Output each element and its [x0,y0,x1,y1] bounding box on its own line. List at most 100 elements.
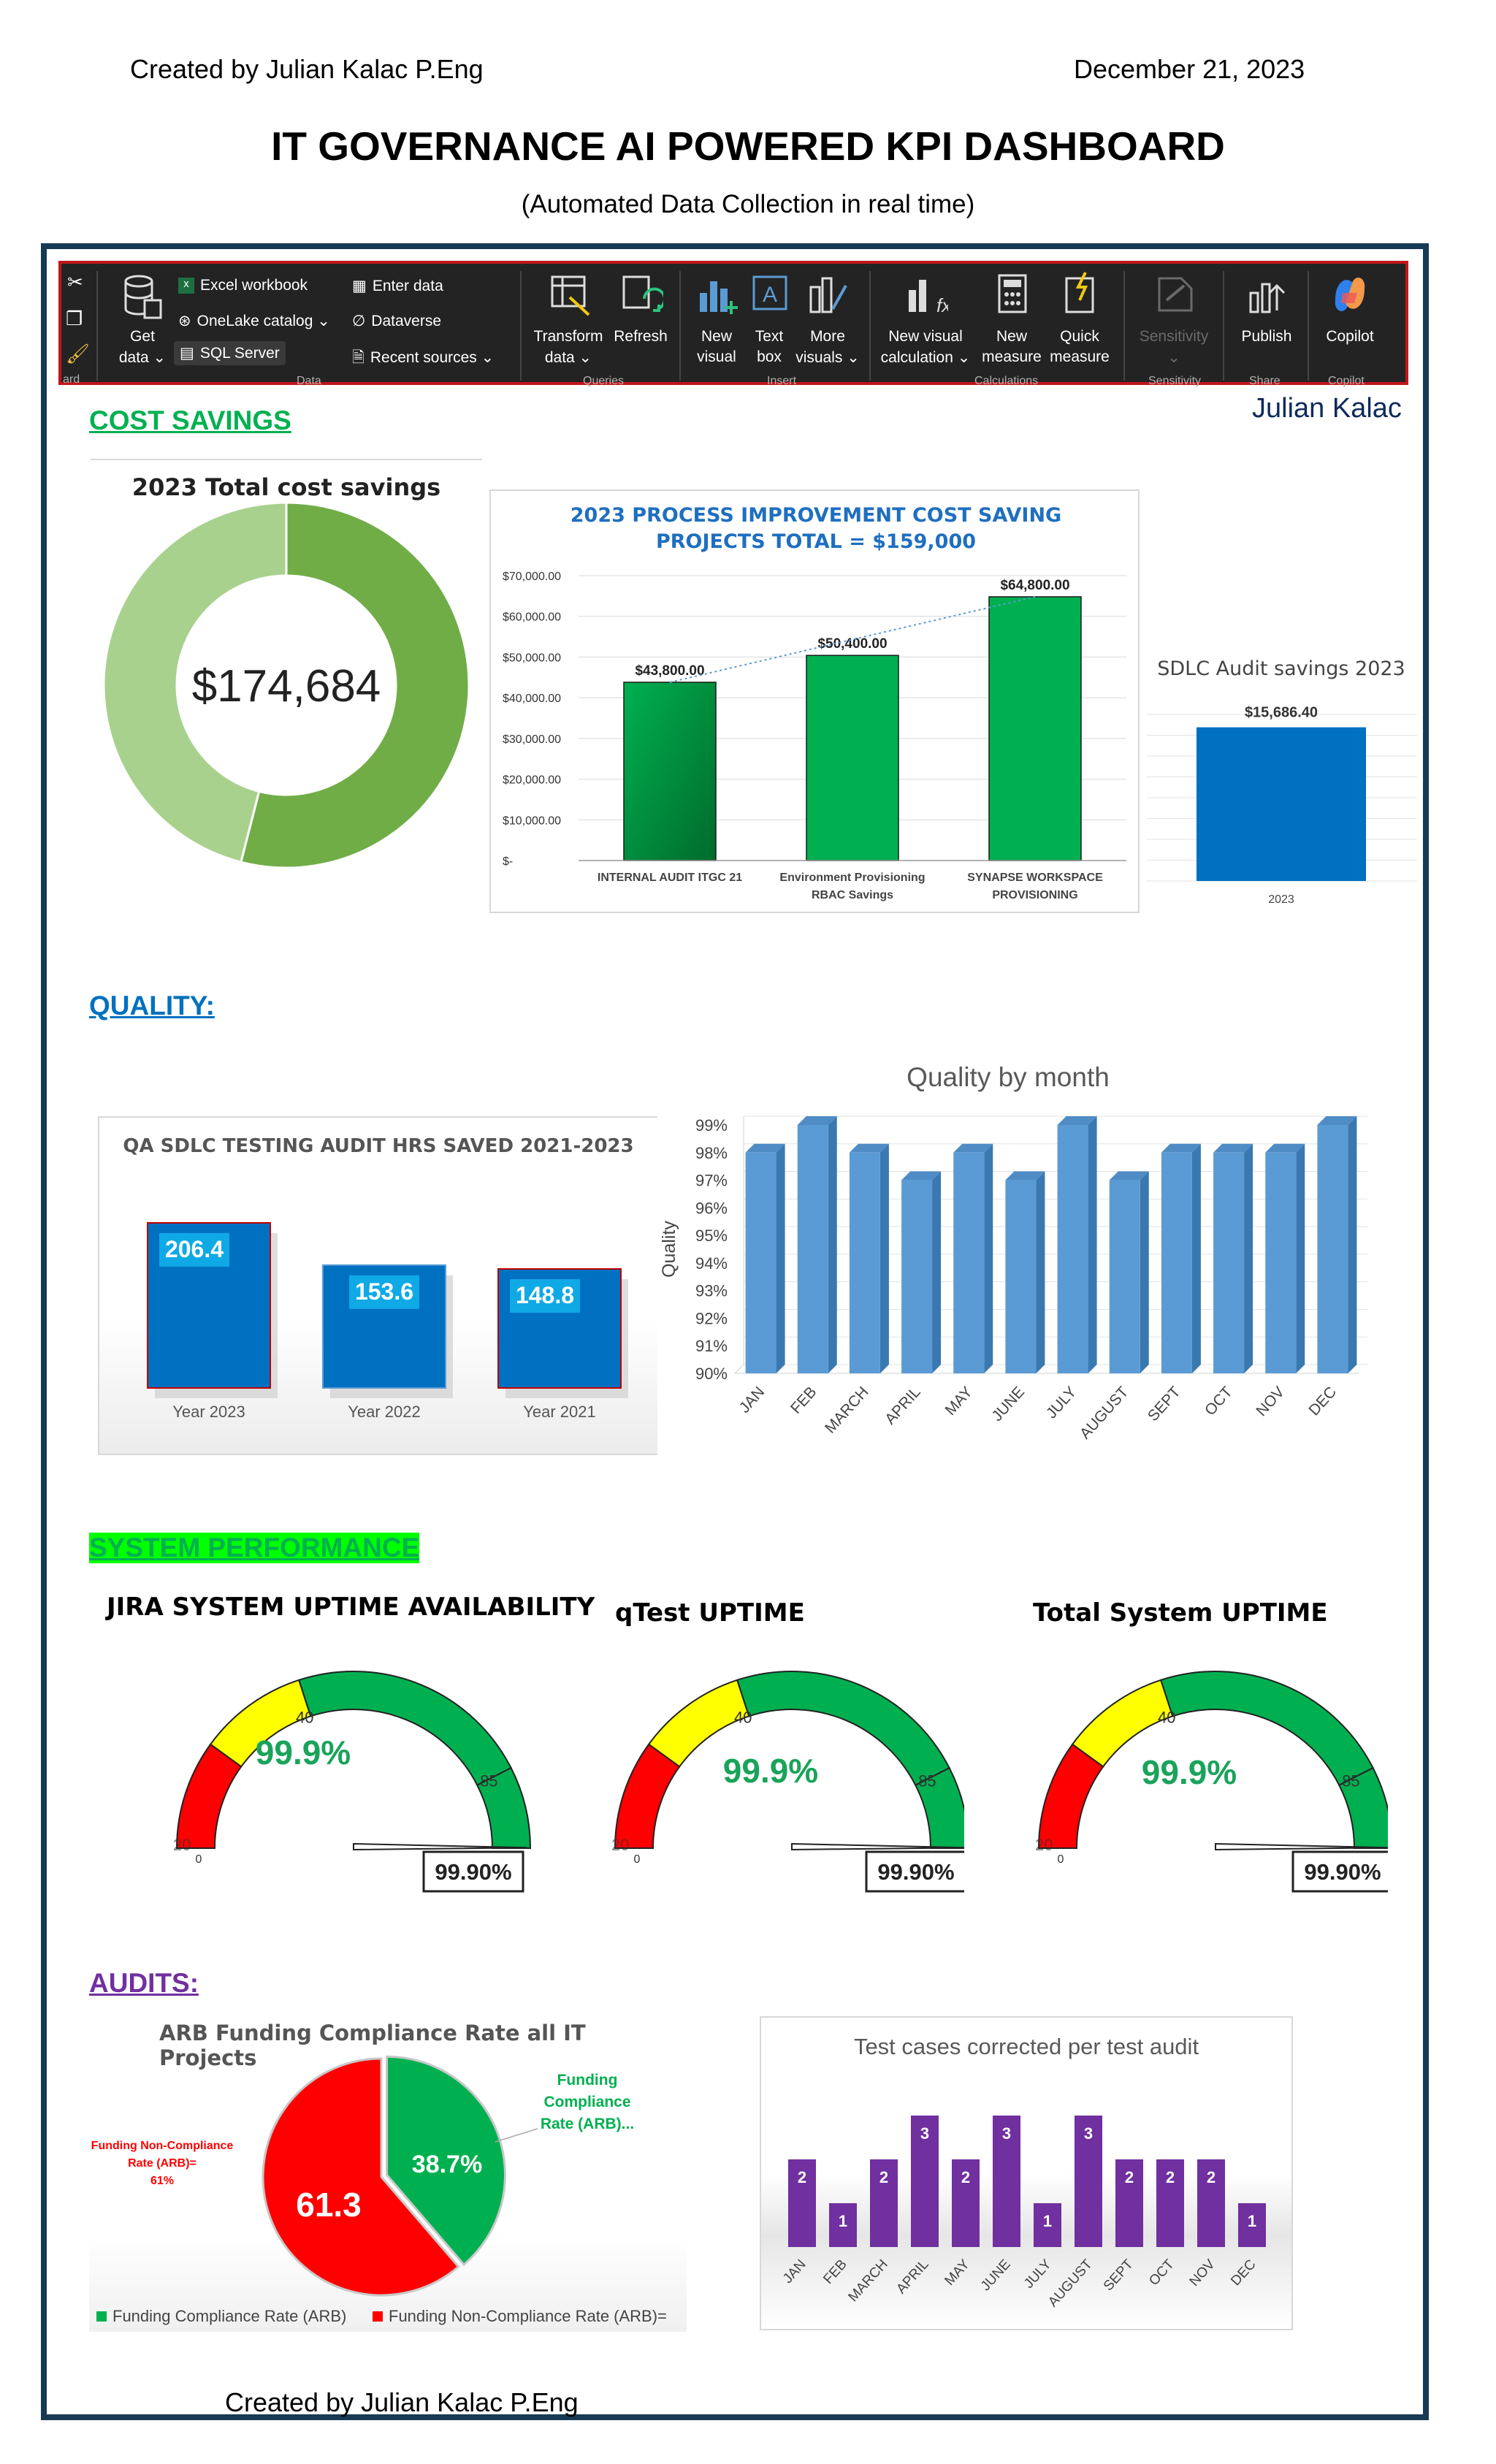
bar [1109,1180,1140,1373]
data-label: 2 [1207,2168,1216,2186]
chart-title: 2023 Total cost savings [131,473,441,501]
y-tick-label: 92% [695,1309,728,1327]
get-data-label: Get [130,328,155,345]
x-tick-label: SYNAPSE WORKSPACE [967,871,1103,884]
recent-sources-button[interactable]: 🗎 Recent sources ⌄ [352,347,494,373]
sensitivity-label-2: ⌄ [1167,349,1180,366]
text-box-button[interactable]: A Text box [744,271,795,365]
total-savings-card: 2023 Total cost savings $174,684 [91,459,482,880]
more-visuals-label-2: visuals ⌄ [795,349,860,366]
x-tick-label: MAY [942,1384,976,1419]
copilot-button[interactable]: Copilot [1313,271,1386,345]
dataverse-button[interactable]: ∅ Dataverse [352,312,441,330]
data-label-box [349,1275,419,1309]
format-painter-icon[interactable]: 🖌 [66,343,91,365]
bar-top [797,1116,837,1125]
bar [1057,1125,1088,1373]
y-tick-label: 97% [695,1172,728,1190]
gauge-qtest: 20 40 85 0 99.9% 99.90% [611,1671,964,1893]
gauge-total: 20 40 85 0 99.9% 99.90% [1035,1671,1388,1893]
onelake-catalog-button[interactable]: ⊛ OneLake catalog ⌄ [178,312,330,330]
data-label: 3 [920,2124,929,2143]
qa-hours-chart: 206.4 Year 2023 153.6 Year 2022 148.8 Year 20… [147,1222,628,1421]
x-tick-label: JUNE [978,2257,1014,2294]
onelake-icon: ⊛ [178,313,191,329]
ribbon-separator [96,271,98,381]
dashboard-frame [41,243,1429,2420]
transform-data-button[interactable]: Transform data ⌄ [532,271,605,366]
new-measure-label: New [996,328,1027,345]
ribbon-separator [679,271,681,381]
quick-measure-button[interactable]: Quick measure [1045,271,1115,365]
bar [993,2116,1020,2247]
text-box-label: Text [755,328,784,345]
bar-side [1140,1171,1149,1373]
sql-server-button[interactable]: ▤ SQL Server [174,341,286,365]
new-measure-button[interactable]: New measure [979,271,1045,365]
bar [911,2116,939,2247]
quick-measure-label: Quick [1060,328,1099,345]
x-tick-label: DEC [1305,1384,1340,1419]
date-label: December 21, 2023 [1074,54,1305,84]
process-improvement-chart: $- $10,000.00 $20,000.00 $30,000.00 $40,000.… [503,571,1126,901]
copilot-icon [1335,278,1365,311]
get-data-button[interactable]: Get data ⌄ [119,271,166,366]
gauge-band-label: 40 [1158,1709,1175,1727]
bar-top [745,1143,785,1153]
data-label: 206.4 [165,1236,224,1262]
bar [623,682,717,861]
x-tick-label: SEPT [1145,1384,1184,1424]
more-visuals-button[interactable]: More visuals ⌄ [795,271,860,366]
y-tick-label: 94% [695,1254,728,1273]
enter-data-button[interactable]: ▦ Enter data [352,277,443,295]
database-icon [124,275,162,319]
legend-swatch [96,2311,107,2322]
bar [1197,2159,1225,2247]
bar-top [953,1143,993,1153]
new-visual-button[interactable]: New visual [691,271,742,365]
quick-measure-label-2: measure [1050,348,1110,365]
bar [322,1264,446,1389]
page-title: IT GOVERNANCE AI POWERED KPI DASHBOARD [271,123,1225,169]
chart-title-line-2: PROJECTS TOTAL = $159,000 [655,530,977,553]
cut-icon[interactable]: ✂ [67,271,83,293]
process-improvement-card: 2023 PROCESS IMPROVEMENT COST SAVING PRO… [489,489,1140,913]
publish-button[interactable]: Publish [1230,271,1303,345]
x-tick-label: OCT [1146,2257,1178,2289]
new-visual-calculation-button[interactable]: fx New visual calculation ⌄ [878,271,973,366]
bar [988,596,1082,861]
owner-label: Julian Kalac [1252,393,1402,424]
legend-label: Funding Non-Compliance Rate (ARB)= [389,2307,667,2325]
x-tick-label: AUGUST [1045,2257,1096,2310]
chart-title: QA SDLC TESTING AUDIT HRS SAVED 2021-202… [123,1135,634,1157]
svg-text:A: A [763,283,777,307]
author-label: Created by Julian Kalac P.Eng [130,54,484,84]
refresh-button[interactable]: Refresh [608,271,673,345]
copy-icon[interactable]: ❐ [66,308,83,329]
y-tick-label: 90% [695,1365,728,1383]
data-label: 2 [879,2168,888,2186]
data-label: $64,800.00 [1000,578,1069,593]
bar-top [1317,1116,1357,1125]
x-tick-label: APRIL [893,2257,931,2297]
sensitivity-label: Sensitivity [1139,328,1209,345]
card-divider [91,459,482,460]
sensitivity-button[interactable]: Sensitivity ⌄ [1134,271,1214,366]
data-label: 3 [1002,2124,1011,2143]
bar-top [849,1143,889,1153]
visual-calculation-icon: fx [909,280,952,316]
bar [1213,1152,1245,1373]
gauge-band-label: 85 [1342,1772,1359,1790]
data-label: 2 [961,2168,970,2186]
y-tick-label: $70,000.00 [503,571,561,583]
bar [797,1125,828,1373]
bar [829,2203,857,2247]
bar [901,1180,933,1373]
sdlc-audit-chart: $15,686.40 2023 [1147,705,1417,906]
gauge-band-label: 85 [480,1772,497,1790]
excel-workbook-button[interactable]: x Excel workbook [178,277,308,294]
x-tick-label: 2023 [1268,893,1294,906]
y-tick-label: 96% [695,1199,728,1217]
gauge-box-label: 99.90% [1304,1859,1381,1885]
chart-title: SDLC Audit savings 2023 [1157,657,1405,680]
